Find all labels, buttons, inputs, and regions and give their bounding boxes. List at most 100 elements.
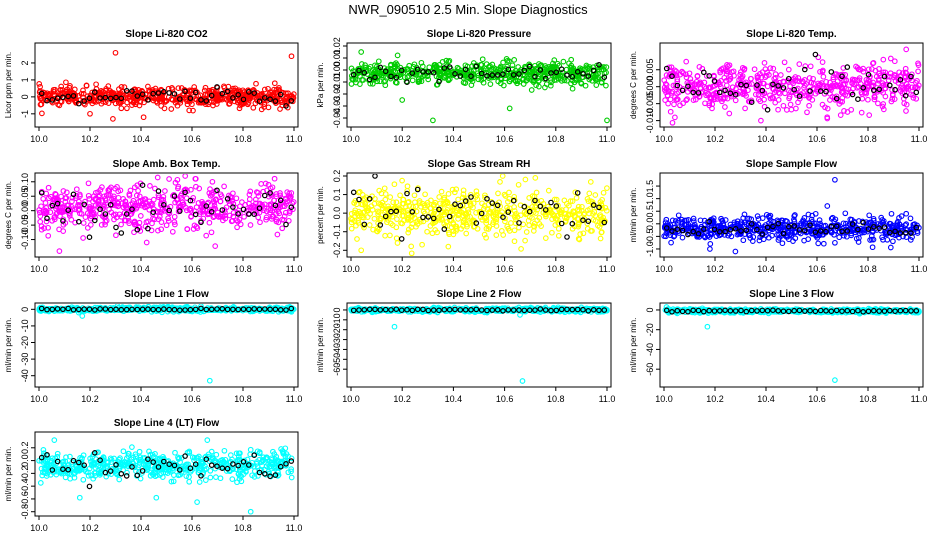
- reference-point: [240, 96, 247, 103]
- data-point: [507, 76, 514, 83]
- data-point: [542, 235, 549, 241]
- data-point: [193, 183, 199, 190]
- data-point: [56, 102, 63, 109]
- data-point: [674, 90, 680, 97]
- y-tick-label: -60: [332, 363, 342, 376]
- points-layer: [661, 176, 922, 255]
- reference-point: [166, 90, 173, 96]
- data-point: [122, 198, 129, 205]
- data-point: [37, 213, 44, 219]
- data-point: [679, 234, 686, 241]
- y-tick-label: 0.02: [332, 37, 342, 55]
- reference-point: [129, 88, 135, 94]
- data-point: [375, 58, 382, 65]
- data-point: [117, 90, 124, 96]
- data-point: [152, 185, 158, 192]
- data-point: [284, 189, 291, 195]
- data-point: [767, 65, 774, 71]
- reference-point: [596, 204, 602, 211]
- data-point: [545, 187, 552, 194]
- reference-point: [521, 203, 528, 210]
- data-point: [785, 66, 792, 73]
- data-point: [436, 72, 443, 78]
- data-point: [853, 80, 859, 86]
- data-point: [182, 174, 189, 179]
- y-tick-label: -0.05: [20, 215, 30, 236]
- data-point: [809, 212, 816, 219]
- data-point: [903, 108, 909, 114]
- data-point: [239, 199, 245, 205]
- x-tick-label: 10.4: [445, 134, 463, 144]
- data-point: [239, 87, 246, 94]
- data-point: [136, 193, 143, 200]
- data-point: [813, 233, 819, 239]
- data-point: [375, 208, 381, 215]
- x-tick-label: 11.0: [599, 264, 616, 274]
- data-point: [872, 67, 879, 74]
- data-point: [419, 241, 425, 248]
- data-point: [880, 101, 887, 107]
- data-point: [418, 203, 424, 210]
- x-tick-label: 10.2: [393, 394, 411, 404]
- data-point: [123, 204, 130, 211]
- data-point: [579, 203, 585, 210]
- data-point: [151, 206, 157, 213]
- y-tick-label: -0.04: [332, 108, 342, 129]
- y-tick-label: 1.5: [645, 180, 655, 193]
- data-point: [172, 99, 179, 106]
- data-point: [155, 227, 161, 234]
- data-point: [896, 215, 902, 221]
- data-point: [275, 208, 282, 215]
- data-point: [274, 98, 281, 105]
- reference-point: [113, 306, 119, 313]
- data-point: [887, 55, 894, 62]
- data-point: [695, 81, 702, 88]
- data-point: [529, 215, 535, 221]
- outlier-point: [903, 210, 910, 217]
- data-point: [849, 79, 856, 86]
- data-point: [263, 216, 269, 223]
- outlier-point: [732, 248, 739, 255]
- data-point: [824, 105, 831, 112]
- data-point: [418, 59, 425, 66]
- data-point: [892, 78, 899, 84]
- data-point: [136, 102, 143, 109]
- data-point: [663, 216, 670, 223]
- data-point: [172, 221, 178, 228]
- data-point: [69, 194, 76, 201]
- data-point: [818, 80, 825, 86]
- reference-point: [580, 217, 586, 224]
- data-point: [43, 218, 50, 225]
- data-point: [85, 180, 92, 187]
- data-point: [221, 183, 227, 190]
- data-point: [740, 215, 747, 221]
- data-point: [367, 211, 373, 217]
- data-point: [600, 189, 607, 196]
- outlier-point: [358, 49, 365, 55]
- y-tick-label: -0.03: [332, 96, 342, 117]
- data-point: [37, 96, 44, 102]
- reference-point: [722, 228, 728, 235]
- reference-point: [54, 306, 61, 312]
- data-point: [759, 69, 766, 75]
- reference-point: [897, 77, 904, 83]
- reference-point: [886, 229, 893, 236]
- data-point: [241, 213, 247, 220]
- reference-point: [892, 228, 898, 235]
- data-point: [748, 81, 755, 87]
- data-point: [795, 99, 801, 106]
- data-point: [663, 86, 670, 93]
- reference-point: [913, 89, 920, 96]
- data-point: [146, 87, 152, 94]
- data-point: [387, 194, 394, 200]
- data-point: [385, 203, 391, 210]
- data-point: [235, 218, 241, 225]
- data-point: [831, 231, 837, 238]
- x-tick-label: 10.8: [859, 134, 877, 144]
- data-point: [824, 203, 831, 209]
- y-tick-label: -10: [20, 319, 30, 332]
- data-point: [92, 202, 99, 208]
- data-point: [261, 86, 268, 93]
- y-tick-label: -0.2: [332, 243, 342, 259]
- reference-point: [203, 98, 210, 104]
